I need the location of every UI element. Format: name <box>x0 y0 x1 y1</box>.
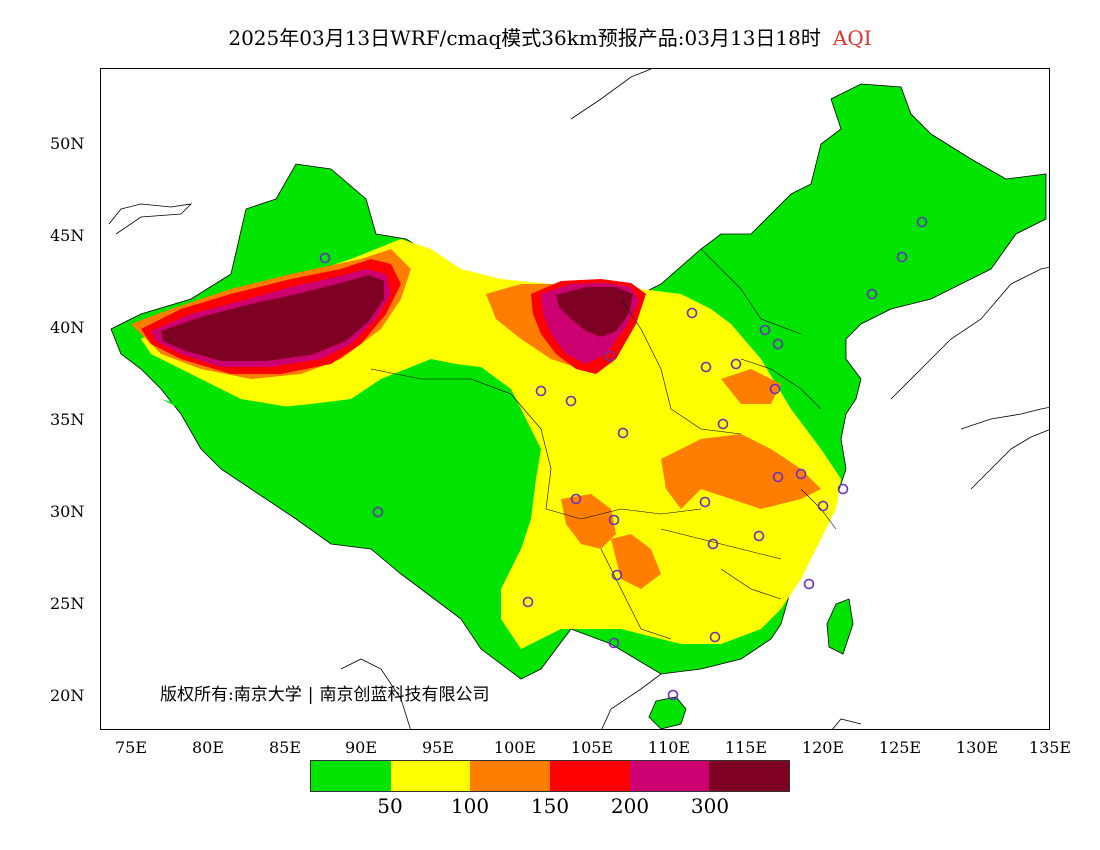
colorbar-swatch <box>629 761 710 791</box>
region-orange-3 <box>561 494 616 549</box>
x-tick-label: 75E <box>114 738 148 757</box>
x-tick-label: 110E <box>647 738 691 757</box>
station-marker <box>570 493 582 505</box>
x-tick-label: 100E <box>493 738 537 757</box>
x-tick-label: 105E <box>570 738 614 757</box>
x-tick-label: 130E <box>955 738 999 757</box>
region-green-plateau <box>161 361 541 559</box>
station-marker <box>730 358 742 370</box>
x-tick-label: 125E <box>878 738 922 757</box>
y-tick-label: 40N <box>50 318 85 337</box>
station-marker <box>795 468 807 480</box>
region-orange-5 <box>721 369 781 404</box>
aqi-map[interactable] <box>100 68 1050 730</box>
colorbar-label: 50 <box>377 794 403 818</box>
station-marker <box>699 496 711 508</box>
province-borders <box>370 248 837 640</box>
colorbar-label: 200 <box>610 794 650 818</box>
map-canvas <box>108 69 1049 729</box>
colorbar-swatch <box>550 761 630 791</box>
colorbar-swatch <box>390 761 471 791</box>
y-tick-label: 25N <box>50 594 85 613</box>
station-marker <box>803 578 815 590</box>
colorbar-label: 150 <box>530 794 570 818</box>
colorbar-label: 100 <box>450 794 490 818</box>
colorbar-swatch <box>311 761 391 791</box>
station-marker <box>608 637 620 649</box>
station-marker <box>709 631 721 643</box>
station-marker <box>707 538 719 550</box>
station-marker <box>866 288 878 300</box>
x-tick-label: 90E <box>344 738 378 757</box>
map-title: 2025年03月13日WRF/cmaq模式36km预报产品:03月13日18时 A… <box>0 22 1100 51</box>
copyright-right: 南京创蓝科技有限公司 <box>319 685 490 705</box>
station-marker <box>817 500 829 512</box>
colorbar-label: 300 <box>690 794 730 818</box>
station-marker <box>608 514 620 526</box>
region-maroon-west <box>161 275 384 361</box>
region-orange-2 <box>661 434 821 509</box>
station-marker <box>717 418 729 430</box>
station-marker <box>772 338 784 350</box>
colorbar-swatch <box>709 761 790 791</box>
y-tick-label: 50N <box>50 134 85 153</box>
y-tick-label: 35N <box>50 410 85 429</box>
station-marker <box>700 361 712 373</box>
station-marker <box>372 506 384 518</box>
y-tick-label: 30N <box>50 502 85 521</box>
coastlines <box>108 69 1049 729</box>
x-tick-label: 85E <box>268 738 302 757</box>
station-marker <box>837 483 849 495</box>
x-tick-label: 95E <box>421 738 455 757</box>
station-marker <box>686 307 698 319</box>
title-main: 2025年03月13日WRF/cmaq模式36km预报产品:03月13日18时 <box>228 26 821 50</box>
station-marker <box>759 324 771 336</box>
station-marker <box>611 569 623 581</box>
station-marker <box>617 427 629 439</box>
copyright-left: 版权所有:南京大学 <box>160 685 302 705</box>
station-marker <box>753 530 765 542</box>
station-marker <box>667 689 679 701</box>
station-marker <box>772 471 784 483</box>
colorbar-swatch <box>470 761 551 791</box>
region-maroon-central <box>556 287 633 337</box>
x-tick-label: 80E <box>191 738 225 757</box>
copyright-divider: | <box>307 685 314 705</box>
copyright-note: 版权所有:南京大学 | 南京创蓝科技有限公司 <box>160 680 489 705</box>
station-marker <box>319 252 331 264</box>
station-marker <box>535 385 547 397</box>
hainan-island <box>648 696 687 729</box>
region-orange-4 <box>611 534 661 589</box>
station-marker <box>565 395 577 407</box>
x-tick-label: 120E <box>801 738 845 757</box>
taiwan-island <box>826 598 854 655</box>
station-marker <box>522 596 534 608</box>
station-markers[interactable] <box>319 216 928 701</box>
y-tick-label: 20N <box>50 686 85 705</box>
title-product: AQI <box>832 26 872 50</box>
x-tick-label: 135E <box>1028 738 1072 757</box>
aqi-colorbar <box>310 760 790 792</box>
station-marker <box>604 350 616 362</box>
y-tick-label: 45N <box>50 226 85 245</box>
station-marker <box>896 251 908 263</box>
station-marker <box>916 216 928 228</box>
station-marker <box>769 383 781 395</box>
x-tick-label: 115E <box>724 738 768 757</box>
